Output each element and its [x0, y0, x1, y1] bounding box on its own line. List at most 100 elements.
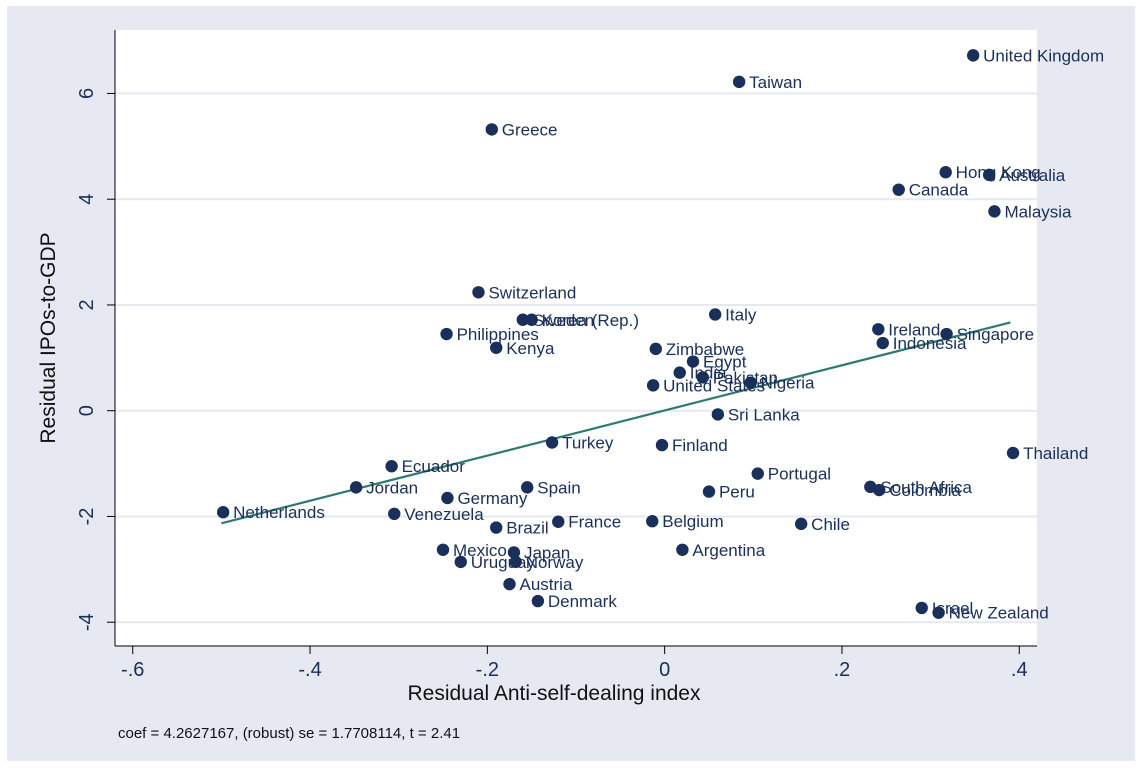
- point-label: Chile: [811, 515, 850, 534]
- scatter-point: [349, 481, 363, 494]
- scatter-point: [673, 366, 686, 379]
- scatter-point: [982, 168, 996, 182]
- scatter-point: [440, 327, 453, 341]
- scatter-point: [216, 506, 230, 519]
- scatter-point: [385, 460, 398, 473]
- scatter-point: [876, 336, 889, 350]
- scatter-point: [490, 521, 503, 534]
- scatter-point: [939, 166, 952, 179]
- scatter-point: [545, 436, 559, 449]
- point-label: Pakistan: [713, 368, 778, 387]
- point-label: Portugal: [768, 465, 831, 484]
- scatter-point: [646, 379, 660, 392]
- point-label: Singapore: [957, 325, 1035, 344]
- scatter-point: [531, 594, 545, 608]
- point-label: Israel: [932, 599, 974, 618]
- scatter-point: [436, 543, 450, 556]
- scatter-point: [472, 286, 485, 299]
- x-tick-label: -.6: [121, 659, 144, 681]
- point-label: Brazil: [506, 519, 549, 538]
- point-label: Jordan: [366, 478, 418, 497]
- point-label: Sweden: [533, 311, 594, 330]
- scatter-point: [732, 75, 746, 89]
- point-label: Australia: [999, 166, 1066, 185]
- scatter-point: [794, 517, 808, 531]
- point-label: Sri Lanka: [728, 405, 800, 424]
- point-label: France: [568, 513, 621, 532]
- scatter-point: [751, 467, 764, 480]
- scatter-point: [655, 438, 669, 452]
- y-tick-label: -2: [76, 508, 98, 526]
- y-tick-label: -4: [76, 613, 98, 631]
- axes: -4 -2 0 2 4 6 -.6 -.4 -.2 0 .2 .4: [76, 30, 1037, 681]
- point-label: Egypt: [703, 353, 747, 372]
- point-label: Malaysia: [1004, 202, 1072, 221]
- point-label: Norway: [526, 553, 584, 572]
- scatter-point: [702, 485, 716, 498]
- point-label: United Kingdom: [983, 46, 1104, 65]
- y-axis-title: Residual IPOs-to-GDP: [37, 232, 60, 443]
- point-label: Philippines: [457, 325, 539, 344]
- y-tick-label: 0: [76, 405, 98, 416]
- point-label: Switzerland: [488, 283, 576, 302]
- point-label: Thailand: [1023, 444, 1088, 463]
- point-label: Ireland: [888, 320, 940, 339]
- scatter-point: [503, 577, 516, 591]
- x-tick-label: .2: [834, 659, 851, 681]
- scatter-point: [708, 308, 722, 321]
- point-label: Indonesia: [893, 334, 967, 353]
- x-tick-label: 0: [659, 659, 670, 681]
- regression-note: coef = 4.2627167, (robust) se = 1.770811…: [118, 725, 460, 742]
- y-tick-label: 4: [76, 194, 98, 205]
- scatter-point: [490, 341, 503, 354]
- point-label: Germany: [457, 489, 527, 508]
- scatter-point: [521, 481, 534, 494]
- scatter-point: [932, 606, 945, 619]
- scatter-point: [552, 515, 565, 528]
- point-label: United States: [663, 376, 765, 395]
- scatter-point: [388, 507, 401, 521]
- point-label: Canada: [909, 181, 969, 200]
- scatter-point: [872, 483, 886, 497]
- point-label: Netherlands: [233, 503, 325, 522]
- data-points: [216, 49, 1020, 619]
- scatter-point: [966, 49, 980, 62]
- point-label: India: [690, 364, 727, 383]
- scatter-point: [646, 515, 659, 528]
- scatter-point: [892, 183, 905, 196]
- scatter-point: [485, 123, 498, 136]
- point-label: Korea (Rep.): [542, 311, 639, 330]
- point-label: Belgium: [662, 512, 723, 531]
- scatter-point: [872, 323, 885, 336]
- point-label: New Zealand: [949, 604, 1049, 623]
- point-label: Austria: [520, 575, 573, 594]
- scatter-point: [516, 313, 530, 326]
- scatter-point: [1006, 446, 1020, 460]
- x-tick-label: -.4: [298, 659, 321, 681]
- x-tick-label: .4: [1011, 659, 1028, 681]
- point-label: South Africa: [880, 478, 972, 497]
- point-label: Kenya: [506, 339, 555, 358]
- y-tick-label: 2: [76, 299, 98, 310]
- scatter-point: [676, 543, 689, 556]
- scatter-point: [507, 546, 521, 559]
- point-label: Japan: [524, 543, 570, 562]
- point-label: Ecuador: [402, 457, 466, 476]
- scatter-point: [686, 355, 700, 368]
- point-label: Uruguay: [471, 553, 536, 572]
- point-label: Finland: [672, 436, 728, 455]
- x-tick-label: -.2: [476, 659, 499, 681]
- point-label: Colombia: [889, 481, 961, 500]
- point-label: Turkey: [562, 433, 614, 452]
- point-label: Nigeria: [761, 374, 815, 393]
- y-tick-label: 6: [76, 88, 98, 99]
- scatter-point: [525, 313, 538, 326]
- scatter-point: [940, 327, 953, 341]
- point-label: Greece: [502, 120, 558, 139]
- point-label: Denmark: [548, 592, 617, 611]
- point-label: Zimbabwe: [666, 340, 744, 359]
- point-label: Hong Kong: [956, 163, 1041, 182]
